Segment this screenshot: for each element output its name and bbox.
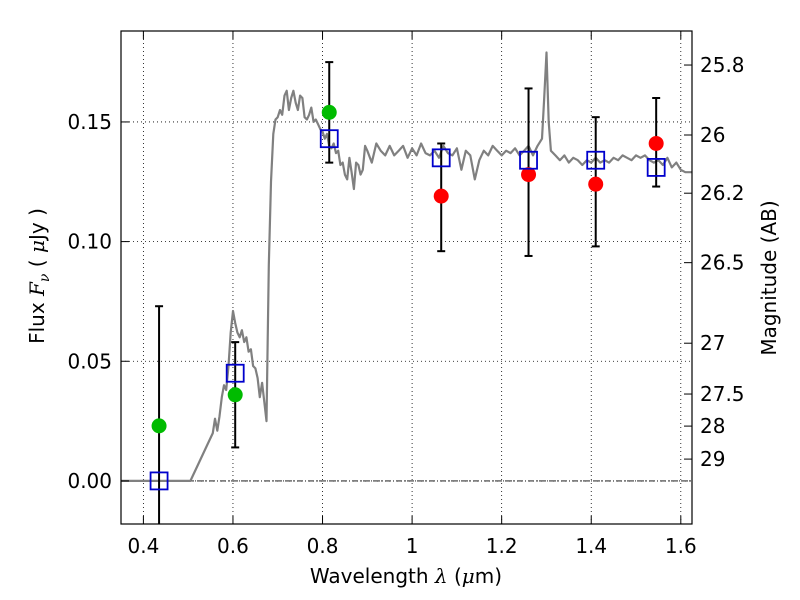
- data-point-circle: [151, 418, 167, 434]
- data-point-square: [646, 158, 666, 177]
- axis-ticks: 0.4 0.6 0.8 1 1.2 1.4 1.6 0.00 0.05 0.10 0.15 25.8 2…: [67, 31, 745, 558]
- x-tick-label: 0.8: [307, 534, 339, 558]
- data-point-circle: [227, 387, 243, 403]
- mag-tick-label: 27.5: [700, 382, 745, 406]
- mag-tick-label: 28: [700, 414, 725, 438]
- data-point-square: [431, 148, 451, 168]
- x-axis-label: Wavelength λ (μm): [310, 564, 502, 588]
- y-tick-label: 0.05: [67, 349, 112, 373]
- x-tick-label: 0.6: [217, 534, 249, 558]
- x-tick-label: 1: [406, 534, 419, 558]
- data-point-square: [519, 150, 538, 170]
- data-point-square: [586, 150, 606, 170]
- model-sed-line: [121, 51, 692, 482]
- mag-tick-label: 26.2: [700, 181, 745, 205]
- y-tick-label: 0.10: [67, 230, 112, 254]
- data-point-square: [225, 363, 245, 383]
- mag-tick-label: 26.5: [700, 251, 745, 275]
- data-point-circle: [588, 176, 604, 192]
- mag-tick-label: 26: [700, 123, 725, 147]
- y-tick-label: 0.00: [67, 469, 112, 493]
- y-tick-label: 0.15: [67, 110, 112, 134]
- mag-tick-label: 25.8: [700, 53, 745, 77]
- mag-tick-label: 29: [700, 447, 725, 471]
- markers-group: [149, 104, 666, 491]
- data-point-square: [149, 471, 169, 491]
- data-point-circle: [648, 135, 664, 151]
- data-point-circle: [521, 167, 537, 183]
- y2-axis-label: Magnitude (AB): [757, 200, 781, 355]
- data-point-circle: [433, 188, 449, 204]
- plot-frame: [120, 30, 693, 525]
- y-axis-label: Flux Fν ( μJy ): [25, 208, 53, 344]
- x-tick-label: 0.4: [127, 534, 159, 558]
- x-tick-label: 1.4: [575, 534, 607, 558]
- x-tick-label: 1.2: [486, 534, 518, 558]
- model-sed-group: [121, 51, 692, 482]
- mag-tick-label: 27: [700, 331, 725, 355]
- data-point-square: [319, 129, 339, 149]
- x-tick-label: 1.6: [665, 534, 697, 558]
- data-point-circle: [321, 104, 337, 120]
